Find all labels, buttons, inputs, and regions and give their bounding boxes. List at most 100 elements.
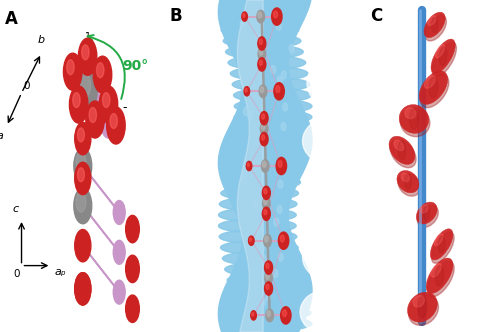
Circle shape <box>93 56 112 93</box>
Circle shape <box>75 229 91 262</box>
Circle shape <box>263 207 270 220</box>
Polygon shape <box>218 0 312 332</box>
Ellipse shape <box>218 219 296 233</box>
Circle shape <box>78 38 97 75</box>
Ellipse shape <box>432 17 438 33</box>
Circle shape <box>264 261 273 274</box>
Circle shape <box>259 49 263 55</box>
Circle shape <box>257 10 264 23</box>
Circle shape <box>103 93 110 108</box>
Ellipse shape <box>401 173 409 182</box>
Text: 0: 0 <box>13 269 20 279</box>
Circle shape <box>264 189 267 194</box>
Circle shape <box>282 310 287 317</box>
Ellipse shape <box>418 296 427 318</box>
Circle shape <box>266 274 269 280</box>
Circle shape <box>96 63 104 78</box>
Circle shape <box>113 280 125 304</box>
Circle shape <box>262 135 264 140</box>
Circle shape <box>260 112 268 125</box>
Ellipse shape <box>221 23 299 37</box>
Ellipse shape <box>219 230 297 244</box>
Circle shape <box>258 48 265 60</box>
Circle shape <box>247 163 250 167</box>
Circle shape <box>278 160 282 167</box>
Circle shape <box>281 71 286 79</box>
Circle shape <box>77 168 84 182</box>
Ellipse shape <box>231 295 309 309</box>
Circle shape <box>110 114 118 128</box>
Ellipse shape <box>390 139 416 168</box>
Circle shape <box>277 76 282 85</box>
Circle shape <box>245 88 247 92</box>
Circle shape <box>242 12 247 21</box>
Ellipse shape <box>419 71 448 104</box>
Circle shape <box>266 284 269 290</box>
Text: aₚ: aₚ <box>55 267 66 277</box>
Ellipse shape <box>398 141 406 160</box>
Circle shape <box>77 72 91 99</box>
Ellipse shape <box>219 197 297 211</box>
Circle shape <box>126 215 139 243</box>
Circle shape <box>260 87 264 93</box>
Circle shape <box>276 157 287 175</box>
Ellipse shape <box>225 164 303 179</box>
Ellipse shape <box>226 45 303 59</box>
Ellipse shape <box>220 240 298 255</box>
Circle shape <box>99 86 118 123</box>
Circle shape <box>244 87 250 96</box>
Circle shape <box>74 188 92 224</box>
Circle shape <box>74 148 92 184</box>
Circle shape <box>86 101 104 138</box>
Ellipse shape <box>306 5 360 55</box>
Circle shape <box>264 209 267 215</box>
Circle shape <box>76 152 86 172</box>
Circle shape <box>260 243 264 252</box>
Text: A: A <box>5 10 18 28</box>
Circle shape <box>271 65 276 74</box>
Circle shape <box>243 14 245 17</box>
Ellipse shape <box>219 12 297 26</box>
Ellipse shape <box>234 317 312 331</box>
Circle shape <box>75 273 91 305</box>
Circle shape <box>273 270 278 278</box>
Circle shape <box>246 161 252 171</box>
Ellipse shape <box>426 258 453 293</box>
Circle shape <box>262 114 264 119</box>
Circle shape <box>63 53 82 90</box>
Circle shape <box>86 89 101 120</box>
Text: b: b <box>38 35 45 45</box>
Circle shape <box>274 83 284 100</box>
Circle shape <box>251 311 256 320</box>
Ellipse shape <box>420 205 428 213</box>
Circle shape <box>274 11 277 18</box>
Ellipse shape <box>399 105 429 133</box>
Text: 0: 0 <box>23 81 30 91</box>
Circle shape <box>107 107 125 144</box>
Ellipse shape <box>431 39 455 73</box>
Circle shape <box>67 60 74 75</box>
Circle shape <box>252 312 254 316</box>
Ellipse shape <box>400 108 430 137</box>
Ellipse shape <box>425 16 446 41</box>
Ellipse shape <box>222 251 300 266</box>
Circle shape <box>276 22 281 31</box>
Circle shape <box>281 123 286 131</box>
Ellipse shape <box>302 234 357 281</box>
Circle shape <box>263 161 266 167</box>
Ellipse shape <box>424 12 445 38</box>
Circle shape <box>77 128 84 142</box>
Text: 1: 1 <box>84 32 91 42</box>
Ellipse shape <box>435 266 444 286</box>
Text: c: c <box>12 204 18 214</box>
Circle shape <box>258 37 266 50</box>
Ellipse shape <box>408 295 438 325</box>
Circle shape <box>278 253 283 261</box>
Circle shape <box>113 240 125 264</box>
Circle shape <box>266 263 269 269</box>
Ellipse shape <box>397 171 419 193</box>
Ellipse shape <box>227 273 305 287</box>
Ellipse shape <box>221 186 299 200</box>
Ellipse shape <box>420 74 449 108</box>
Circle shape <box>259 39 263 44</box>
